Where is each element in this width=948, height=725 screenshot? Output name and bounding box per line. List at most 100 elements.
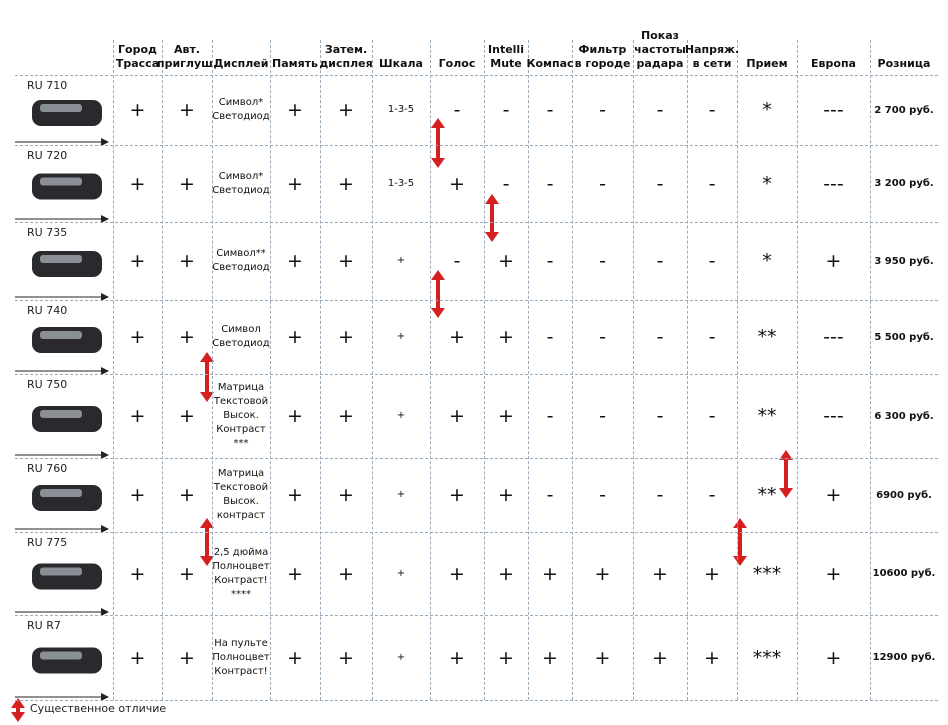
line: Авт. xyxy=(173,43,201,56)
line: Напряж. xyxy=(684,43,740,56)
table-cell: - xyxy=(656,405,664,427)
line: Голос xyxy=(438,57,476,70)
table-cell: Матрица Текстовой Высок. Контраст *** xyxy=(212,374,270,458)
table-cell: + xyxy=(179,172,195,195)
table-cell: + xyxy=(338,646,354,669)
table-cell: + xyxy=(129,172,146,195)
line: в сети xyxy=(692,57,732,70)
table-cell: 12900 руб. xyxy=(872,652,936,663)
table-cell: + xyxy=(396,651,406,663)
table-cell: *** xyxy=(752,646,782,669)
row-arrows xyxy=(15,138,109,701)
table-cell: --- xyxy=(823,326,844,348)
table-cell: - xyxy=(546,99,554,121)
table-cell: - xyxy=(546,250,554,272)
red-arrow-head xyxy=(431,270,445,318)
table-cell: + xyxy=(498,646,514,669)
column-header: Напряж. в сети xyxy=(684,20,740,75)
line: Матрица xyxy=(217,468,265,479)
table-cell: + xyxy=(129,99,146,121)
column-divider xyxy=(797,40,798,700)
table-cell: + xyxy=(338,326,354,348)
column-divider xyxy=(737,40,738,700)
table-cell: Символ* Светодиод xyxy=(212,145,270,222)
column-header: Шкала xyxy=(372,20,430,75)
device-highlight xyxy=(40,331,82,339)
table-cell: + xyxy=(129,562,146,585)
line: Полноцвет xyxy=(212,651,270,663)
line: дисплея xyxy=(319,57,373,70)
table-cell: - xyxy=(656,250,664,272)
table-cell: Символ* Светодиод xyxy=(212,75,270,145)
table-cell: + xyxy=(179,405,195,427)
line: Шкала xyxy=(379,57,423,70)
table-cell: + xyxy=(287,172,303,195)
line: *** xyxy=(233,438,249,449)
line: 2,5 дюйма xyxy=(213,546,269,558)
red-arrow-head xyxy=(11,698,25,722)
device xyxy=(32,485,102,511)
table-cell: + xyxy=(129,646,146,669)
row-divider xyxy=(15,458,938,459)
table-cell: + xyxy=(287,250,303,272)
table-cell: - xyxy=(546,172,554,195)
table-cell: - xyxy=(546,484,554,506)
table-cell: + xyxy=(287,484,303,506)
table-cell: - xyxy=(502,172,510,195)
column-header: Прием xyxy=(737,20,797,75)
model-name: RU 750 xyxy=(27,378,68,391)
device-highlight xyxy=(40,104,82,112)
table-cell: --- xyxy=(823,172,844,195)
line: Город xyxy=(118,43,157,56)
line: Розница xyxy=(877,57,931,70)
table-cell: - xyxy=(546,405,554,427)
table-cell: - xyxy=(708,484,716,506)
column-header: Город Трасса xyxy=(113,20,162,75)
row-divider xyxy=(15,615,938,616)
device-highlight xyxy=(40,410,82,418)
table-cell: + xyxy=(287,646,303,669)
line: Символ** xyxy=(216,248,266,259)
model-name: RU 735 xyxy=(27,226,68,239)
table-cell: + xyxy=(396,489,406,500)
table-cell: 2,5 дюйма Полноцвет Контраст! **** xyxy=(212,532,270,615)
line: Память xyxy=(271,57,318,70)
device-highlight xyxy=(40,489,82,497)
model-name: RU 720 xyxy=(27,149,68,162)
table-cell: + xyxy=(825,484,842,506)
table-cell: * xyxy=(762,172,772,195)
table-cell: - xyxy=(656,484,664,506)
table-cell: - xyxy=(599,405,606,427)
row-divider xyxy=(15,300,938,301)
table-cell: + xyxy=(704,646,720,669)
table-cell: 3 200 руб. xyxy=(874,178,934,189)
model-name: RU R7 xyxy=(27,619,61,632)
table-cell: + xyxy=(179,326,195,348)
table-cell: + xyxy=(449,326,465,348)
column-divider xyxy=(870,40,871,700)
model-name: RU 740 xyxy=(27,304,68,317)
table-cell: + xyxy=(129,326,146,348)
line: Компас xyxy=(526,57,574,70)
line: Светодиод xyxy=(212,184,270,196)
line: Высок. xyxy=(223,410,259,421)
line: Трасса xyxy=(115,57,160,70)
table-cell: - xyxy=(708,326,716,348)
row-divider xyxy=(15,145,938,146)
column-divider xyxy=(572,40,573,700)
table-cell: 3 950 руб. xyxy=(874,255,934,267)
table-cell: ** xyxy=(757,405,777,427)
table-cell: + xyxy=(594,646,611,669)
line: Высок. xyxy=(223,496,259,507)
table-cell: - xyxy=(656,172,664,195)
column-divider xyxy=(162,40,163,700)
device xyxy=(32,251,102,277)
table-cell: - xyxy=(599,172,606,195)
table-cell: + xyxy=(498,250,514,272)
row-divider xyxy=(15,700,938,701)
table-cell: - xyxy=(599,250,606,272)
table-cell: ** xyxy=(757,326,777,348)
table-cell: + xyxy=(396,255,406,266)
line: Intelli xyxy=(488,43,524,56)
column-divider xyxy=(212,40,213,700)
